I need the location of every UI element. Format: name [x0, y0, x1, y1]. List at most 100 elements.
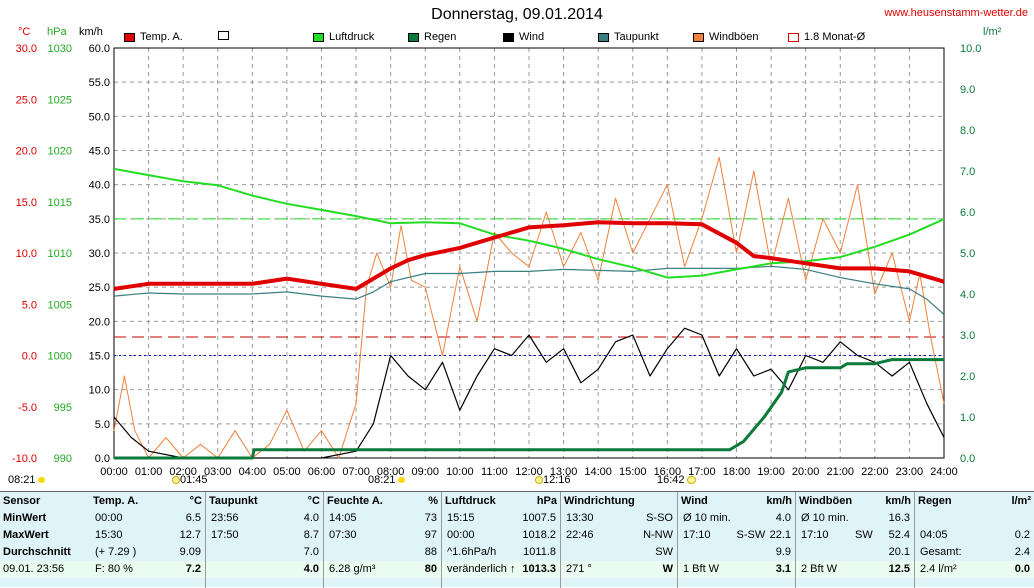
- cell-value: 4.0: [303, 512, 319, 524]
- table-cell: (+ 7.29 ) 9.09: [90, 544, 205, 561]
- cell-value: 3.1: [775, 563, 791, 575]
- col-title: Temp. A.: [93, 495, 139, 507]
- table-cell: 1 Bft W 3.1: [678, 561, 795, 578]
- legend-label: Windböen: [709, 31, 759, 43]
- stats-table: Sensor MinWert MaxWert Durchschnitt 09.0…: [0, 491, 1034, 588]
- moon-icon: [535, 476, 543, 485]
- row-label: Sensor: [3, 495, 41, 507]
- col-unit: °C: [307, 495, 320, 507]
- legend-wind: Wind: [503, 31, 544, 43]
- sunrise-time: 08:21: [8, 474, 36, 486]
- col-header: Luftdruck hPa: [442, 492, 560, 510]
- pressure-tick-label: 990: [54, 453, 72, 465]
- table-cell: 9.9: [678, 544, 795, 561]
- cell-time: veränderlich ↑: [447, 563, 516, 575]
- col-header: Taupunkt °C: [206, 492, 323, 510]
- table-cell: 07:30 97: [324, 527, 441, 544]
- time-tick-label: 08:00: [377, 466, 405, 478]
- col-title: Luftdruck: [445, 495, 496, 507]
- wind-tick-label: 35.0: [89, 214, 110, 226]
- table-cell: 2.4 l/m² 0.0: [915, 561, 1034, 578]
- table-cell: 20.1: [796, 544, 914, 561]
- rain-tick-label: 1.0: [960, 412, 975, 424]
- row-label: MinWert: [3, 512, 47, 524]
- table-cell: 15:30 12.7: [90, 527, 205, 544]
- wind-tick-label: 25.0: [89, 282, 110, 294]
- legend-swatch: [124, 32, 135, 42]
- rain-tick-label: 8.0: [960, 125, 975, 137]
- time-tick-label: 05:00: [273, 466, 301, 478]
- cell-value: 9.09: [179, 546, 201, 558]
- sunrise-time-2: 08:21: [368, 474, 396, 486]
- table-cell: ^1.6hPa/h 1011.8: [442, 544, 560, 561]
- table-col: Regen l/m² 04:05 0.2 Gesamt: 2.4 2.4 l/m² 0.0: [914, 492, 1034, 588]
- table-cell: Ø 10 min. 16.3: [796, 510, 914, 527]
- legend-month-avg: 1.8 Monat-Ø: [788, 31, 865, 43]
- cell-value: 7.0: [303, 546, 319, 558]
- sunset-marker: 16:42: [657, 474, 696, 486]
- table-col: Wind km/h Ø 10 min. 4.0 17:10 S-SW 22.1 9.9 1 Bf…: [677, 492, 795, 588]
- col-title: Windrichtung: [564, 495, 635, 507]
- table-cell: 00:00 6.5: [90, 510, 205, 527]
- chart-title: Donnerstag, 09.01.2014: [431, 6, 603, 23]
- temp-tick-label: 25.0: [16, 94, 37, 106]
- cell-time: 07:30: [329, 529, 357, 541]
- temp-tick-label: -10.0: [12, 453, 37, 465]
- row-label: 09.01. 23:56: [0, 561, 90, 578]
- cell-time: 00:00: [95, 512, 123, 524]
- temp-tick-label: 20.0: [16, 146, 37, 158]
- wind-tick-label: 45.0: [89, 146, 110, 158]
- legend-swatch: [598, 32, 609, 42]
- wind-tick-label: 15.0: [89, 351, 110, 363]
- cell-value: 0.0: [1014, 563, 1030, 575]
- table-cell: 13:30 S-SO: [561, 510, 677, 527]
- time-tick-label: 16:00: [654, 466, 682, 478]
- series-regen-line: [114, 358, 944, 460]
- table-cell: 17:50 8.7: [206, 527, 323, 544]
- time-tick-label: 12:00: [515, 466, 543, 478]
- col-unit: l/m²: [1011, 495, 1031, 507]
- cell-time: 2 Bft W: [801, 563, 838, 575]
- cell-value: W: [662, 563, 673, 575]
- table-cell: 271 ° W: [561, 561, 677, 578]
- legend-swatch: [218, 31, 229, 40]
- cell-value: S-SO: [646, 512, 673, 524]
- cell-time: 17:50: [211, 529, 239, 541]
- sunset-icon: [686, 476, 696, 485]
- time-tick-label: 02:00: [169, 466, 197, 478]
- table-col: Luftdruck hPa 15:15 1007.5 00:00 1018.2 ^1.6hP…: [441, 492, 560, 588]
- col-title: Windböen: [799, 495, 853, 507]
- legend-label: Regen: [424, 31, 457, 43]
- pressure-tick-label: 1010: [48, 248, 72, 260]
- cell-time: ^1.6hPa/h: [447, 546, 497, 558]
- cell-value: 6.5: [185, 512, 201, 524]
- col-header: Windrichtung: [561, 492, 677, 510]
- time-tick-label: 21:00: [826, 466, 854, 478]
- time-tick-label: 19:00: [757, 466, 785, 478]
- time-tick-label: 01:00: [135, 466, 163, 478]
- table-cell: 22:46 N-NW: [561, 527, 677, 544]
- wind-tick-label: 30.0: [89, 248, 110, 260]
- cell-value: 1013.3: [522, 563, 556, 575]
- wind-unit: km/h: [79, 26, 103, 38]
- table-cell: 04:05 0.2: [915, 527, 1034, 544]
- site-link[interactable]: www.heusenstamm-wetter.de: [884, 7, 1028, 19]
- rain-tick-label: 6.0: [960, 207, 975, 219]
- cell-value: 9.9: [775, 546, 791, 558]
- pressure-tick-label: 1005: [48, 299, 72, 311]
- cell-time: 17:10: [683, 529, 711, 541]
- cell-time: 15:15: [447, 512, 475, 524]
- table-cell: 4.0: [206, 561, 323, 578]
- cell-value: 22.1: [769, 529, 791, 541]
- col-unit: hPa: [536, 495, 557, 507]
- col-unit: °C: [189, 495, 202, 507]
- wind-tick-label: 55.0: [89, 77, 110, 89]
- cell-time: 2.4 l/m²: [920, 563, 957, 575]
- time-tick-label: 10:00: [446, 466, 474, 478]
- legend-swatch: [313, 32, 324, 42]
- time-tick-label: 04:00: [239, 466, 267, 478]
- cell-value: 8.7: [303, 529, 319, 541]
- sunrise-marker-2: 08:21: [368, 474, 405, 486]
- time-tick-label: 00:00: [100, 466, 128, 478]
- col-title: Taupunkt: [209, 495, 258, 507]
